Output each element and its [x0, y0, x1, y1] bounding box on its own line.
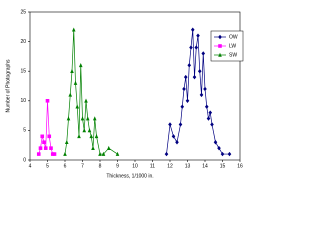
- marker: [92, 116, 97, 121]
- marker: [178, 122, 183, 127]
- marker: [220, 151, 225, 157]
- legend-label: OW: [229, 34, 238, 40]
- marker: [194, 45, 199, 50]
- marker: [84, 98, 88, 103]
- y-tick-label: 5: [23, 128, 26, 134]
- marker: [189, 45, 193, 50]
- x-tick-label: 13: [185, 163, 191, 169]
- legend-label: LW: [229, 43, 236, 49]
- y-tick-label: 0: [23, 157, 26, 163]
- y-tick-label: 25: [20, 9, 26, 15]
- legend-marker: [218, 44, 222, 48]
- plot-frame: [29, 11, 241, 161]
- marker: [82, 128, 87, 133]
- marker: [213, 140, 218, 145]
- legend-marker: [218, 34, 222, 40]
- marker: [196, 33, 200, 38]
- x-tick-label: 14: [202, 163, 208, 169]
- marker: [38, 146, 43, 150]
- marker: [197, 69, 202, 74]
- x-tick-label: 7: [81, 163, 84, 169]
- series-line: [38, 100, 55, 155]
- marker: [185, 98, 190, 103]
- marker: [98, 151, 102, 156]
- marker: [89, 134, 94, 139]
- page: {"chart_data": {"type": "line", "x_label…: [5, 9, 244, 180]
- legend-label: SW: [229, 52, 237, 58]
- marker: [91, 145, 95, 150]
- x-axis-label: Thickness, 1/1000 in.: [106, 173, 153, 179]
- x-tick-label: 11: [150, 163, 155, 169]
- y-axis-label: Number of Photographs: [5, 59, 11, 113]
- marker: [203, 86, 207, 92]
- marker: [115, 151, 120, 156]
- marker: [94, 134, 99, 139]
- marker: [77, 134, 81, 139]
- marker: [171, 134, 176, 139]
- marker: [70, 68, 74, 73]
- marker: [187, 63, 192, 68]
- marker: [227, 151, 232, 157]
- marker: [210, 122, 214, 127]
- marker: [47, 134, 52, 139]
- marker: [52, 152, 57, 156]
- legend-marker: [218, 52, 222, 57]
- marker: [43, 146, 48, 150]
- marker: [190, 27, 195, 32]
- x-tick-label: 15: [220, 163, 226, 169]
- marker: [192, 74, 197, 80]
- marker: [45, 99, 50, 103]
- x-tick-label: 4: [29, 163, 32, 169]
- marker: [64, 139, 69, 145]
- x-tick-label: 9: [116, 163, 119, 169]
- y-tick-label: 20: [20, 39, 26, 45]
- marker: [206, 116, 211, 121]
- chart: Thickness, 1/1000 in. Number of Photogra…: [5, 9, 244, 179]
- marker: [40, 134, 45, 139]
- marker: [78, 62, 83, 68]
- x-tick-label: 8: [99, 163, 102, 169]
- marker: [199, 92, 204, 98]
- marker: [168, 122, 172, 127]
- marker: [63, 151, 67, 156]
- x-tick-label: 10: [132, 163, 138, 169]
- x-tick-label: 6: [64, 163, 67, 169]
- marker: [101, 151, 106, 156]
- marker: [183, 74, 188, 80]
- x-tick-label: 12: [167, 163, 173, 169]
- marker: [80, 116, 85, 121]
- marker: [85, 116, 90, 121]
- marker: [66, 116, 71, 121]
- marker: [87, 128, 92, 133]
- x-tick-label: 16: [237, 163, 243, 169]
- marker: [204, 104, 209, 109]
- marker: [201, 51, 206, 56]
- marker: [75, 104, 80, 109]
- y-tick-label: 10: [20, 98, 26, 104]
- marker: [73, 80, 78, 85]
- marker: [71, 27, 76, 32]
- marker: [106, 145, 111, 150]
- marker: [42, 140, 46, 145]
- marker: [164, 151, 169, 157]
- marker: [208, 110, 213, 115]
- x-tick-label: 5: [46, 163, 49, 169]
- marker: [36, 152, 41, 156]
- y-tick-label: 15: [20, 69, 26, 75]
- marker: [68, 92, 73, 97]
- marker: [182, 86, 186, 92]
- marker: [217, 145, 221, 151]
- marker: [175, 140, 179, 145]
- marker: [49, 146, 53, 150]
- marker: [180, 104, 185, 109]
